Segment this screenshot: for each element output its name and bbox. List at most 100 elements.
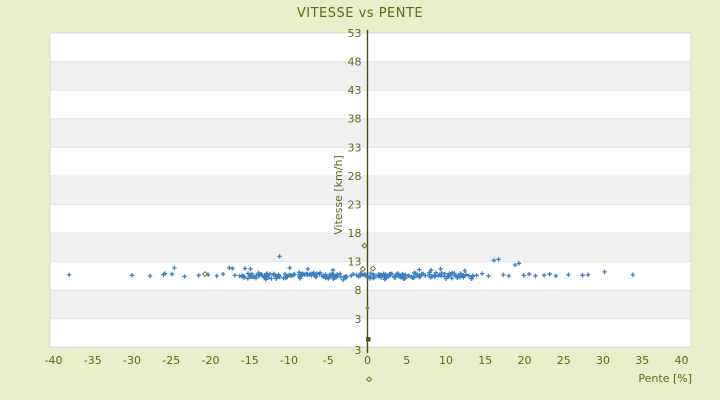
- y-tick-label: 18: [348, 227, 362, 240]
- data-point: [506, 273, 511, 279]
- data-point: [521, 273, 526, 278]
- x-tick-label: -5: [323, 354, 334, 367]
- x-tick-label: -15: [241, 354, 259, 367]
- data-point: [486, 273, 491, 279]
- y-tick-label: 48: [348, 56, 362, 69]
- data-point: [412, 270, 417, 276]
- data-point: [214, 273, 219, 279]
- y-tick-label: 28: [348, 170, 362, 183]
- x-tick-label: -30: [123, 354, 141, 367]
- data-point: [423, 273, 428, 278]
- data-point: [491, 258, 497, 263]
- plot-stripe: [50, 147, 691, 176]
- data-point: [323, 275, 329, 281]
- data-point: [338, 274, 344, 279]
- data-point: [230, 266, 235, 271]
- y-tick-label: 43: [348, 84, 362, 97]
- plot-stripe: [50, 233, 691, 262]
- data-point: [274, 276, 279, 281]
- data-point: [365, 376, 373, 383]
- data-point: [361, 242, 368, 249]
- x-tick-label: -40: [45, 354, 63, 367]
- data-point: [474, 273, 479, 278]
- data-point: [462, 268, 468, 273]
- data-point: [439, 270, 444, 276]
- x-tick-label: 10: [439, 354, 453, 367]
- x-tick-label: 20: [518, 354, 532, 367]
- x-tick-label: 0: [364, 354, 371, 367]
- data-point: [330, 271, 336, 277]
- data-point: [442, 271, 447, 277]
- data-point: [410, 275, 416, 280]
- data-point: [292, 272, 297, 277]
- data-point: [276, 273, 281, 279]
- data-point: [201, 271, 209, 278]
- x-tick-label: -35: [84, 354, 102, 367]
- data-point: [566, 272, 571, 277]
- data-point: [452, 272, 458, 278]
- data-point: [269, 276, 274, 281]
- data-point: [271, 271, 277, 277]
- data-point: [461, 275, 466, 280]
- data-point: [172, 265, 177, 271]
- data-point: [479, 271, 485, 276]
- y-axis-end-label: 3: [355, 344, 362, 357]
- data-point: [245, 276, 251, 281]
- data-point: [448, 271, 454, 277]
- data-point: [359, 265, 366, 273]
- plot-stripe: [50, 118, 691, 148]
- data-point: [381, 271, 386, 276]
- y-tick-label: 13: [348, 256, 362, 269]
- data-point: [393, 273, 398, 278]
- data-point: [258, 271, 264, 277]
- x-tick-label: -25: [162, 354, 180, 367]
- y-tick-label: 33: [348, 141, 362, 154]
- data-point: [363, 273, 369, 279]
- data-point: [358, 272, 363, 278]
- data-point: [196, 273, 201, 278]
- data-point: [248, 266, 253, 272]
- plot-stripe: [50, 290, 691, 319]
- plot-border: [49, 32, 692, 348]
- data-point: [367, 276, 373, 281]
- data-point: [337, 271, 343, 276]
- data-point: [253, 273, 259, 278]
- data-point: [368, 270, 373, 276]
- data-point: [162, 271, 168, 276]
- x-tick-label: 5: [403, 354, 410, 367]
- data-point: [470, 274, 475, 279]
- data-point: [428, 267, 434, 273]
- data-point: [287, 265, 292, 271]
- data-point: [366, 337, 371, 342]
- data-point: [288, 272, 293, 278]
- y-tick-label: 38: [348, 113, 362, 126]
- x-tick-label: -10: [280, 354, 298, 367]
- data-point: [387, 272, 393, 277]
- data-point: [305, 266, 311, 272]
- data-point: [285, 274, 290, 280]
- data-point: [466, 273, 472, 278]
- data-point: [282, 271, 288, 277]
- data-point: [438, 266, 443, 272]
- data-point: [417, 267, 422, 272]
- x-tick-label: 30: [596, 354, 610, 367]
- data-point: [305, 272, 310, 278]
- data-point: [220, 271, 226, 277]
- data-point: [547, 271, 552, 277]
- data-point: [437, 272, 442, 278]
- data-point: [418, 274, 423, 279]
- data-point: [463, 272, 469, 277]
- data-point: [241, 274, 247, 279]
- data-point: [330, 267, 336, 273]
- data-point: [182, 274, 187, 279]
- data-point: [376, 272, 381, 277]
- x-tick-label: -20: [202, 354, 220, 367]
- data-point: [427, 270, 432, 275]
- data-point: [327, 272, 333, 277]
- y-axis-title: Vitesse [km/h]: [332, 155, 345, 235]
- x-tick-label: 35: [635, 354, 649, 367]
- data-point: [317, 272, 322, 277]
- plot-stripe: [50, 175, 691, 205]
